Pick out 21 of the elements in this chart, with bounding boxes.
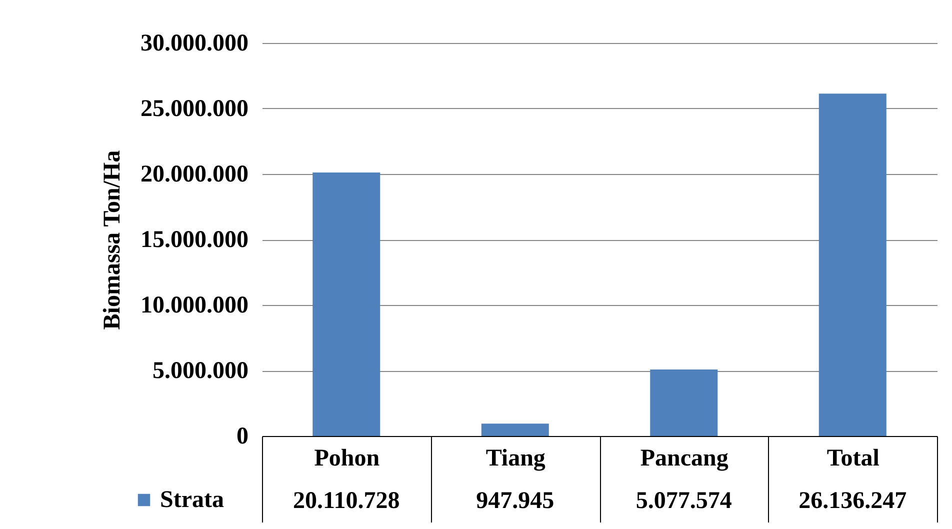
- data-label: 5.077.574: [636, 488, 732, 514]
- x-tick-label: Tiang: [486, 446, 546, 472]
- bar: [818, 94, 886, 436]
- x-tick-label: Pohon: [314, 446, 380, 472]
- y-tick-label: 15.000.000: [140, 227, 248, 253]
- bar: [312, 172, 380, 436]
- data-label: 26.136.247: [798, 488, 907, 514]
- bar: [481, 424, 549, 436]
- y-tick-label: 5.000.000: [152, 358, 248, 384]
- y-tick-label: 25.000.000: [140, 96, 248, 122]
- y-tick-label: 20.000.000: [140, 162, 248, 188]
- data-label: 20.110.728: [293, 488, 400, 514]
- y-axis-title: Biomassa Ton/Ha: [100, 150, 126, 330]
- x-tick-label: Pancang: [640, 446, 728, 472]
- y-tick-label: 10.000.000: [140, 292, 248, 318]
- y-tick-label: 30.000.000: [140, 30, 248, 56]
- bar: [650, 369, 718, 436]
- data-label: 947.945: [476, 488, 554, 514]
- legend-label: Strata: [160, 487, 224, 513]
- x-tick-label: Total: [826, 446, 880, 472]
- y-tick-label: 0: [236, 424, 248, 450]
